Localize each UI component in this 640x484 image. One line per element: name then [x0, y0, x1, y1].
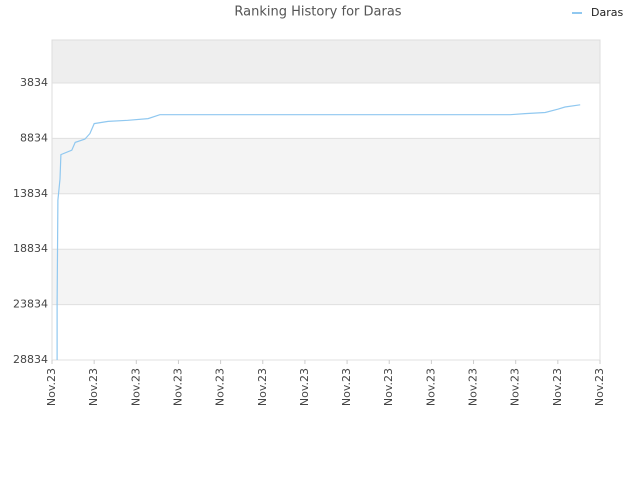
y-tick-label: 23834: [13, 298, 48, 311]
grid-band: [52, 193, 600, 250]
grid-band: [52, 82, 600, 139]
x-tick-label: Nov.23: [382, 368, 395, 406]
x-tick-label: Nov.23: [424, 368, 437, 406]
x-tick-label: Nov.23: [593, 368, 606, 406]
y-tick-label: 18834: [13, 242, 48, 255]
x-tick-label: Nov.23: [509, 368, 522, 406]
grid-band: [52, 138, 600, 194]
x-tick-label: Nov.23: [298, 368, 311, 406]
grid-band: [52, 40, 600, 83]
y-tick-label: 8834: [20, 131, 48, 144]
y-tick-label: 13834: [13, 187, 48, 200]
x-tick-label: Nov.23: [214, 368, 227, 406]
grid-band: [52, 249, 600, 305]
x-tick-label: Nov.23: [45, 368, 58, 406]
x-tick-label: Nov.23: [87, 368, 100, 406]
legend-label: Daras: [591, 6, 623, 19]
x-tick-label: Nov.23: [551, 368, 564, 406]
y-tick-label: 3834: [20, 76, 48, 89]
chart-title: Ranking History for Daras: [234, 5, 401, 20]
y-tick-label: 28834: [13, 353, 48, 366]
grid-band: [52, 304, 600, 360]
line: [56, 104, 581, 360]
x-tick-label: Nov.23: [467, 368, 480, 406]
x-tick-label: Nov.23: [171, 368, 184, 406]
x-tick-label: Nov.23: [129, 368, 142, 406]
x-tick-label: Nov.23: [340, 368, 353, 406]
x-tick-label: Nov.23: [256, 368, 269, 406]
